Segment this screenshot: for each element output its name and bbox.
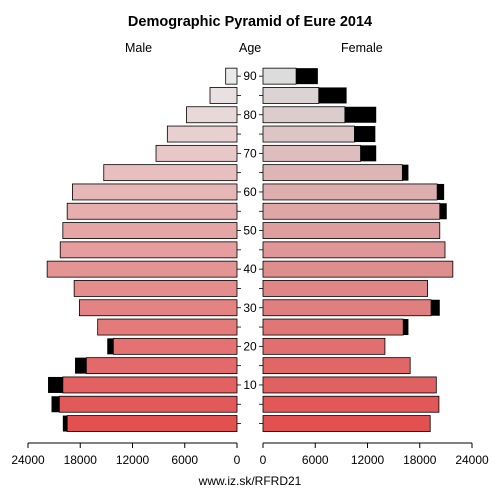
male-bar-65-69 (103, 164, 238, 182)
female-bar-65-69 (262, 164, 403, 182)
male-x-label: 6000 (171, 453, 198, 467)
male-excess-0-4 (62, 415, 68, 432)
female-excess-60-64 (437, 183, 445, 200)
female-bar-45-49 (262, 241, 446, 259)
female-excess-25-29 (403, 319, 409, 336)
footer-url: www.iz.sk/RFRD21 (198, 474, 302, 488)
female-bar-55-59 (262, 202, 441, 220)
female-x-label: 6000 (302, 453, 329, 467)
male-bar-85-89 (209, 87, 238, 104)
male-bar-75-79 (166, 125, 238, 143)
age-label-40: 40 (243, 262, 257, 276)
female-bar-50-54 (262, 222, 441, 239)
male-x-label: 24000 (11, 453, 45, 467)
male-bar-45-49 (59, 241, 238, 259)
male-label: Male (125, 41, 153, 55)
age-label-10: 10 (243, 378, 257, 392)
age-label-60: 60 (243, 185, 257, 199)
female-excess-65-69 (402, 164, 409, 181)
female-bar-15-19 (262, 357, 411, 375)
male-excess-10-14 (48, 376, 63, 393)
male-bar-55-59 (66, 202, 238, 220)
female-bar-25-29 (262, 318, 404, 336)
female-bar-90-94 (262, 67, 297, 85)
female-x-label: 24000 (455, 453, 489, 467)
female-bar-80-84 (262, 106, 346, 124)
male-bar-5-9 (58, 395, 238, 413)
male-bar-25-29 (97, 318, 238, 336)
female-bar-0-4 (262, 415, 431, 432)
female-label: Female (341, 41, 383, 55)
female-bar-30-34 (262, 299, 432, 317)
female-bar-35-39 (262, 280, 428, 297)
female-bar-5-9 (262, 395, 440, 413)
female-bar-60-64 (262, 183, 438, 201)
female-bar-20-24 (262, 337, 386, 355)
female-bar-70-74 (262, 144, 361, 162)
male-bar-35-39 (73, 280, 238, 297)
male-x-label: 18000 (64, 453, 98, 467)
male-x-label: 0 (234, 453, 241, 467)
male-bar-0-4 (66, 415, 238, 432)
male-bar-70-74 (155, 144, 238, 162)
male-bar-10-14 (62, 376, 238, 394)
female-excess-75-79 (354, 126, 376, 143)
male-excess-15-19 (75, 357, 87, 374)
male-bar-80-84 (186, 106, 238, 124)
female-x-label: 12000 (351, 453, 385, 467)
female-excess-70-74 (360, 145, 377, 162)
female-bar-85-89 (262, 87, 320, 104)
female-excess-55-59 (439, 203, 447, 220)
age-label-20: 20 (243, 339, 257, 353)
chart-title: Demographic Pyramid of Eure 2014 (127, 14, 373, 30)
male-bar-90-94 (225, 67, 238, 85)
age-label-30: 30 (243, 301, 257, 315)
male-excess-20-24 (107, 338, 114, 355)
female-excess-80-84 (344, 106, 377, 123)
female-x-label: 18000 (403, 453, 437, 467)
male-bar-15-19 (85, 357, 238, 375)
age-label-90: 90 (243, 69, 257, 83)
male-bar-40-44 (46, 260, 238, 278)
age-label-70: 70 (243, 146, 257, 160)
male-x-label: 12000 (116, 453, 150, 467)
male-bar-20-24 (112, 337, 238, 355)
male-bar-60-64 (72, 183, 238, 201)
female-bar-40-44 (262, 260, 454, 278)
age-label-80: 80 (243, 108, 257, 122)
female-bar-75-79 (262, 125, 355, 143)
male-excess-5-9 (51, 396, 60, 413)
age-label-50: 50 (243, 224, 257, 238)
age-label: Age (239, 41, 262, 55)
female-excess-30-34 (431, 299, 440, 316)
female-x-label: 0 (260, 453, 267, 467)
female-bar-10-14 (262, 376, 437, 394)
male-bar-50-54 (62, 222, 238, 239)
male-bar-30-34 (78, 299, 238, 317)
female-excess-85-89 (318, 87, 347, 104)
female-excess-90-94 (296, 68, 318, 85)
